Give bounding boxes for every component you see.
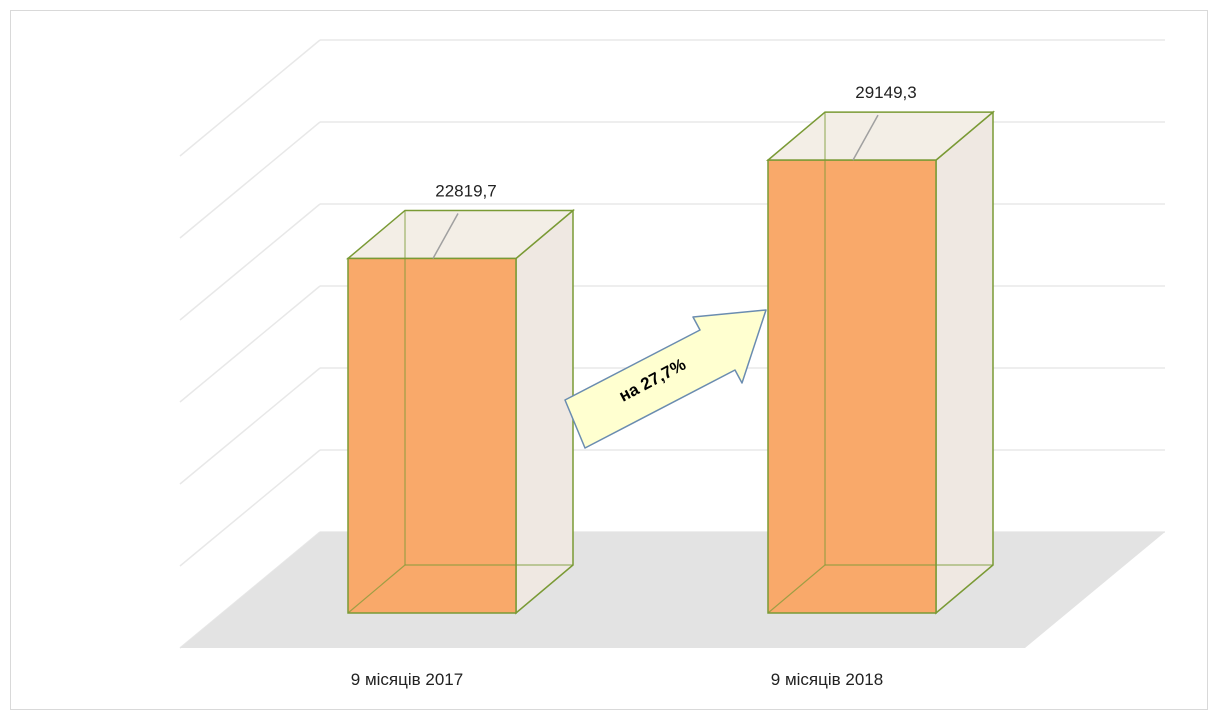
value-label: 22819,7 <box>435 181 496 200</box>
gridline-diagonal <box>179 449 321 567</box>
gridline-diagonal <box>179 367 321 485</box>
bar-1 <box>345 208 576 615</box>
value-label: 29149,3 <box>855 83 916 102</box>
chart-svg: на 27,7% 22819,7 9 місяців 2017 29149,3 9 м… <box>179 39 1165 689</box>
bar-front-face <box>347 257 517 614</box>
bar-2 <box>765 110 996 615</box>
bar-side-face <box>935 110 994 615</box>
bar-back-edge <box>767 564 826 614</box>
labels: 22819,7 9 місяців 2017 29149,3 9 місяців 20… <box>351 83 917 689</box>
value-leader-line <box>852 114 879 161</box>
gridline-diagonal <box>179 285 321 403</box>
bar-front-face <box>767 159 937 614</box>
value-leader-line <box>432 213 459 259</box>
gridline-diagonal <box>179 203 321 321</box>
category-label: 9 місяців 2017 <box>351 670 463 689</box>
bar-back-edge <box>347 564 406 614</box>
category-label: 9 місяців 2018 <box>771 670 883 689</box>
bar-side-face <box>515 208 574 615</box>
bars <box>345 110 996 615</box>
gridline-diagonal <box>179 121 321 239</box>
gridline-diagonal <box>179 39 321 157</box>
growth-arrow: на 27,7% <box>564 309 767 449</box>
growth-arrow-shape <box>564 309 767 449</box>
chart-floor <box>180 532 1165 648</box>
